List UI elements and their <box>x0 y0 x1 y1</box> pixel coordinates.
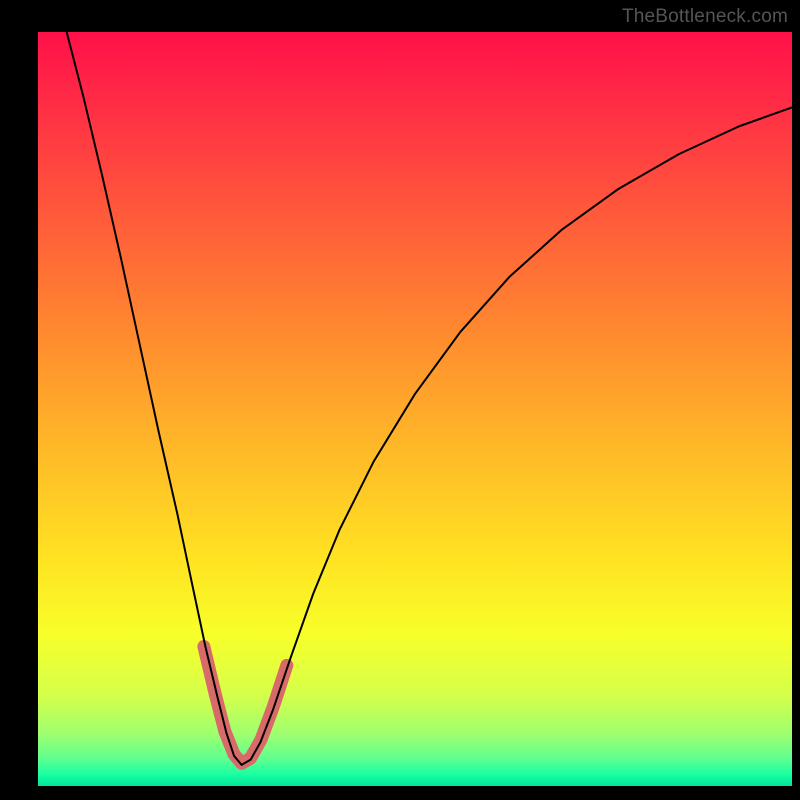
plot-area <box>38 32 792 786</box>
curve-layer <box>38 32 792 786</box>
watermark-text: TheBottleneck.com <box>622 6 788 28</box>
bottleneck-curve <box>67 32 792 765</box>
